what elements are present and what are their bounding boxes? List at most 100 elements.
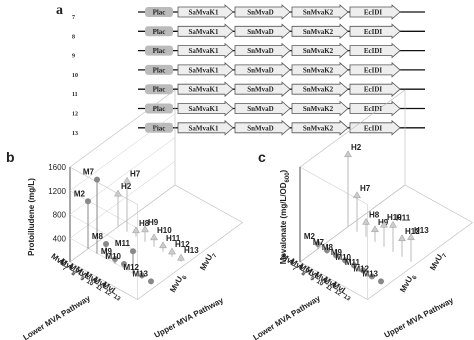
subscript: 6 <box>412 274 419 280</box>
marker <box>407 233 415 241</box>
y-tick-label: 0 <box>62 258 67 267</box>
lower-axis-title: Lower MVA Pathway <box>21 293 92 340</box>
part-label: SnMvaK2 <box>303 105 334 113</box>
subscript: 13 <box>342 294 351 303</box>
y-tick-label: 800 <box>53 211 67 220</box>
gene-arrow <box>291 81 349 98</box>
part-label: SaMvaK1 <box>189 124 219 132</box>
construct-name: 12 <box>72 112 78 118</box>
grid-line <box>69 184 176 300</box>
point-label: M9 <box>101 247 113 256</box>
point-label: M12 <box>353 264 369 273</box>
part-label: SnMvaD <box>247 9 273 17</box>
lower-axis-title: Lower MVA Pathway <box>251 293 322 340</box>
panel-label: a <box>56 3 63 18</box>
marker <box>85 198 91 205</box>
gene-arrow <box>349 4 401 20</box>
subscript: 7 <box>72 15 75 21</box>
gene-arrow <box>349 81 401 98</box>
point-label: H2 <box>351 143 362 152</box>
marker <box>333 252 339 259</box>
marker <box>378 278 384 285</box>
subscript: 12 <box>333 289 342 298</box>
y-tick-label: 1600 <box>48 163 66 172</box>
point-label: M2 <box>304 232 316 241</box>
point-label: M7 <box>83 168 95 177</box>
part-label: EcIDI <box>364 124 383 132</box>
text-part: ) <box>279 169 288 172</box>
part-label: SnMvaD <box>247 47 273 55</box>
part-label: SnMvaD <box>247 86 273 94</box>
subscript: 10 <box>315 279 324 288</box>
gene-arrow <box>234 62 291 78</box>
upper-axis-title: Upper MVA Pathway <box>153 296 226 340</box>
point-label: M8 <box>322 243 334 252</box>
gene-arrow <box>291 42 349 59</box>
point-label: M2 <box>74 189 86 198</box>
point-label: H7 <box>130 169 141 178</box>
point-label: M10 <box>105 252 121 261</box>
text-part: Protoilludene (mg/L) <box>27 178 36 256</box>
part-label: EcIDI <box>364 66 383 74</box>
marker <box>371 225 379 233</box>
subscript: 6 <box>182 274 189 280</box>
part-label: SaMvaK1 <box>189 28 219 36</box>
part-label: SnMvaD <box>247 28 273 36</box>
part-label: Plac <box>153 9 166 17</box>
part-label: SaMvaK1 <box>189 86 219 94</box>
gene-arrow <box>177 42 234 59</box>
point-label: H8 <box>139 219 150 228</box>
marker <box>351 262 357 269</box>
gene-arrow <box>177 62 234 78</box>
part-label: SnMvaK2 <box>303 28 334 36</box>
point-label: M11 <box>345 258 361 267</box>
promoter <box>145 103 173 114</box>
gene-arrow <box>291 100 349 117</box>
point-label: H10 <box>387 213 402 222</box>
gene-arrow <box>234 81 291 98</box>
promoter <box>145 45 173 56</box>
subscript: 12 <box>103 289 112 298</box>
part-label: SaMvaK1 <box>189 66 219 74</box>
gene-arrow <box>291 4 349 20</box>
subscript: 13 <box>72 131 78 137</box>
subscript: 10 <box>85 279 94 288</box>
grid-line <box>69 89 176 205</box>
part-label: Plac <box>153 86 166 94</box>
part-label: Plac <box>153 66 166 74</box>
panel-label: c <box>258 149 266 165</box>
point-label: M12 <box>123 263 139 272</box>
marker <box>168 247 176 255</box>
gene-arrow <box>177 119 234 136</box>
marker <box>112 256 118 263</box>
gene-arrow <box>234 4 291 20</box>
point-label: H11 <box>166 234 181 243</box>
point-label: H9 <box>148 218 159 227</box>
construct-name: 7 <box>72 15 75 21</box>
gene-arrow <box>234 23 291 40</box>
point-label: M11 <box>115 239 131 248</box>
part-label: EcIDI <box>364 28 383 36</box>
construct-name: 13 <box>72 131 78 137</box>
gene-arrow <box>234 100 291 117</box>
point-label: M8 <box>92 232 104 241</box>
marker <box>315 241 321 247</box>
y-axis-title: Protoilludene (mg/L) <box>27 178 36 256</box>
marker <box>159 241 167 249</box>
point-label: H13 <box>184 246 199 255</box>
text-part: Mevalonate (mg/L/OD <box>279 182 288 264</box>
construct-name: 10 <box>72 73 78 79</box>
part-label: SnMvaK2 <box>303 86 334 94</box>
point-label: M13 <box>132 269 148 278</box>
subscript: 600 <box>285 172 291 183</box>
part-label: Plac <box>153 124 166 132</box>
point-label: M13 <box>362 269 378 278</box>
subscript: 11 <box>324 284 333 293</box>
subscript: 7 <box>212 252 219 258</box>
subscript: 10 <box>72 73 78 79</box>
subscript: 9 <box>79 276 86 283</box>
subscript: 9 <box>72 54 75 60</box>
subscript: 7 <box>442 252 449 258</box>
promoter <box>145 26 173 37</box>
marker <box>177 253 185 261</box>
